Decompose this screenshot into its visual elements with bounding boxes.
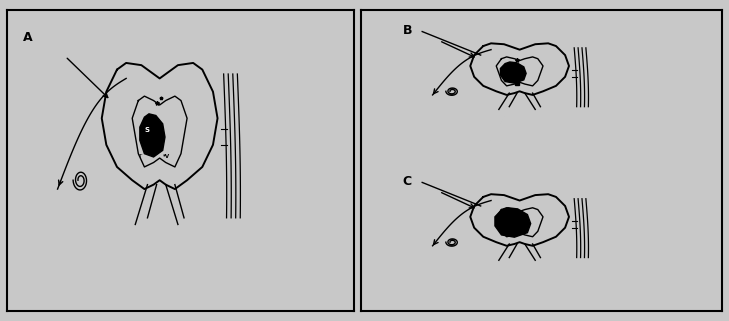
Polygon shape xyxy=(140,114,165,157)
Text: B: B xyxy=(402,24,412,37)
Polygon shape xyxy=(495,208,531,237)
Text: T: T xyxy=(139,154,141,159)
Text: *V: *V xyxy=(163,154,170,159)
Text: A: A xyxy=(23,31,32,44)
Text: C: C xyxy=(402,175,412,188)
Text: S: S xyxy=(144,126,149,133)
Polygon shape xyxy=(500,62,526,83)
